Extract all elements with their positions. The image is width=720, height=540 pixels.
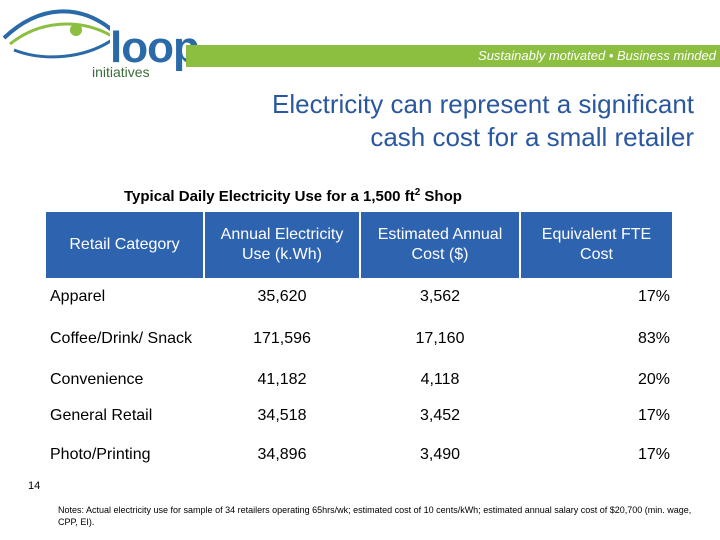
cell-category: General Retail: [50, 407, 153, 424]
table-row: Convenience 41,182 4,118 20%: [46, 362, 672, 398]
tagline-bar: Sustainably motivated • Business minded: [186, 45, 720, 67]
cell-fte: 83%: [637, 330, 670, 347]
table-header-row: Retail Category Annual Electricity Use (…: [46, 212, 672, 278]
tagline: Sustainably motivated • Business minded: [478, 48, 716, 63]
cell-cost: 3,490: [419, 446, 461, 463]
cell-electricity: 34,896: [257, 446, 307, 463]
cell-category: Photo/Printing: [50, 446, 151, 463]
cell-category: Coffee/Drink/ Snack: [50, 330, 192, 347]
cell-cost: 3,452: [419, 407, 461, 424]
cell-electricity: 35,620: [257, 288, 307, 305]
cell-fte: 17%: [637, 407, 670, 424]
table-row: Coffee/Drink/ Snack 171,596 17,160 83%: [46, 316, 672, 362]
table-row: Apparel 35,620 3,562 17%: [46, 278, 672, 316]
slide-title: Electricity can represent a significant …: [272, 89, 694, 152]
subtitle-text: Typical Daily Electricity Use for a 1,50…: [124, 188, 415, 205]
cell-electricity: 171,596: [253, 330, 311, 347]
cell-cost: 4,118: [420, 371, 460, 388]
cell-category: Convenience: [50, 371, 144, 388]
cell-cost: 3,562: [419, 288, 461, 305]
table-row: General Retail 34,518 3,452 17%: [46, 398, 672, 434]
logo-wordmark: loop: [110, 23, 200, 72]
table-row: Photo/Printing 34,896 3,490 17%: [46, 434, 672, 476]
electricity-table: Retail Category Annual Electricity Use (…: [46, 212, 672, 476]
subtitle-end: Shop: [420, 188, 462, 205]
page-number: 14: [28, 480, 41, 492]
header-fte-cost: Equivalent FTE Cost: [519, 212, 672, 278]
logo-eye-icon: [2, 9, 110, 59]
header-annual-electricity: Annual Electricity Use (k.Wh): [203, 212, 360, 278]
loop-logo: loop initiatives: [0, 0, 200, 85]
cell-electricity: 41,182: [257, 371, 307, 388]
footnote: Notes: Actual electricity use for sample…: [58, 505, 692, 527]
cell-cost: 17,160: [415, 330, 465, 347]
cell-fte: 17%: [637, 288, 670, 305]
cell-fte: 17%: [637, 446, 670, 463]
logo-subtext: initiatives: [92, 64, 150, 80]
header-estimated-cost: Estimated Annual Cost ($): [359, 212, 520, 278]
table-subtitle: Typical Daily Electricity Use for a 1,50…: [124, 183, 462, 207]
header-retail-category: Retail Category: [46, 212, 204, 278]
subtitle-superscript: 2: [414, 187, 421, 198]
cell-category: Apparel: [50, 288, 106, 305]
cell-fte: 20%: [637, 371, 670, 388]
cell-electricity: 34,518: [257, 407, 307, 424]
